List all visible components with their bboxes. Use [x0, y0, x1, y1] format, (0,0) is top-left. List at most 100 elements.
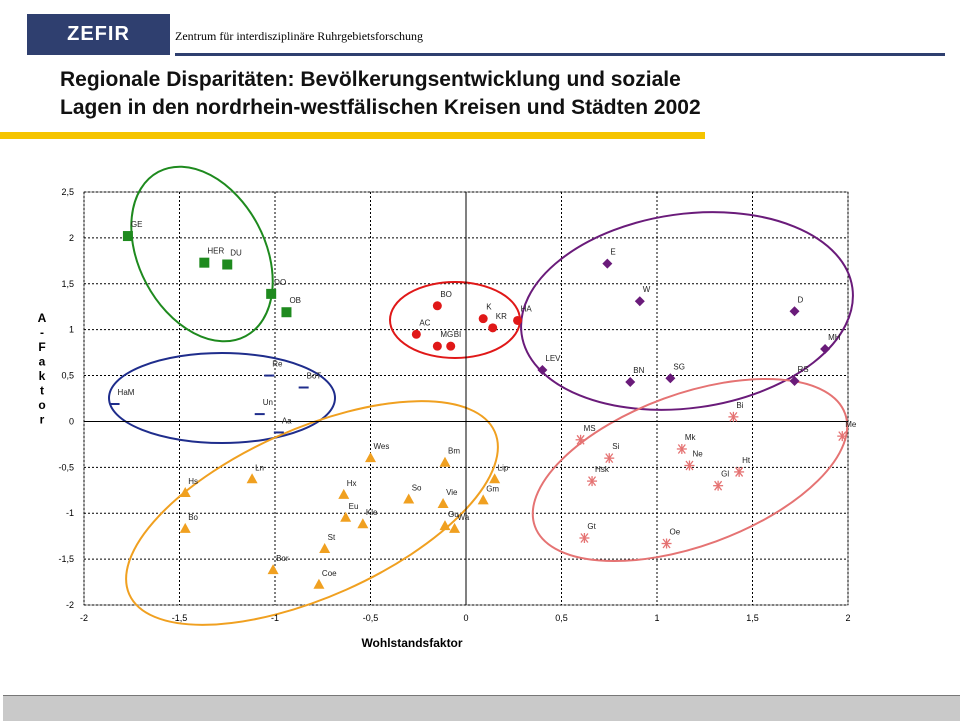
data-point-circle [478, 314, 488, 324]
data-point-triangle [179, 522, 191, 533]
data-point-circle [513, 315, 523, 325]
y-tick-label: -2 [66, 600, 74, 610]
data-point-circle [446, 341, 456, 351]
y-tick-label: 2,5 [61, 187, 74, 197]
data-point-label: K [486, 303, 492, 312]
data-point-label: Ln [255, 463, 264, 472]
x-tick-label: -1 [271, 613, 279, 623]
data-point-diamond [789, 306, 800, 317]
data-point-label: W [643, 285, 651, 294]
data-point-label: Ht [742, 456, 751, 465]
data-point-label: E [610, 248, 615, 257]
y-axis-label-char: o [38, 398, 45, 412]
footer-bar [3, 695, 960, 721]
data-point-triangle [489, 473, 501, 484]
data-point-triangle [338, 488, 350, 499]
organization-subtitle: Zentrum für interdisziplinäre Ruhrgebiet… [175, 29, 424, 43]
x-tick-label: 2 [845, 613, 850, 623]
data-point-square [266, 288, 277, 299]
data-point-label: St [328, 533, 336, 542]
cluster-ellipse-purple [520, 211, 854, 411]
data-point-label: BI [454, 330, 462, 339]
data-point-triangle [449, 522, 461, 533]
data-point-label: BN [633, 366, 644, 375]
data-point-diamond [665, 373, 676, 384]
data-point-label: Kle [366, 508, 378, 517]
scatter-chart: -2 -1,5 -1 -0,5 0 0,5 1 1,5 2-2-1,5-1-0,500,511,… [38, 165, 857, 650]
data-point-diamond [789, 376, 800, 387]
x-tick-label: -2 [80, 613, 88, 623]
data-point-label: DO [274, 278, 286, 287]
data-point-label: Hs [188, 477, 198, 486]
data-point-label: Gl [721, 470, 729, 479]
y-axis-label-char: r [40, 413, 45, 427]
data-point-label: MS [584, 424, 596, 433]
header-rule [175, 53, 945, 56]
y-tick-label: 0 [69, 416, 74, 426]
data-point-square [222, 259, 233, 270]
title-line-1: Regionale Disparitäten: Bevölkerungsentw… [60, 68, 681, 91]
y-tick-label: -0,5 [58, 462, 74, 472]
data-point-asterisk [604, 453, 615, 464]
data-point-asterisk [837, 431, 848, 442]
data-point-label: Wes [374, 442, 390, 451]
data-point-circle [432, 341, 442, 351]
cluster-ellipse-green [130, 165, 274, 343]
data-point-label: Gu [448, 510, 459, 519]
data-point-circle [411, 329, 421, 339]
x-tick-label: -0,5 [363, 613, 379, 623]
data-point-label: MH [828, 333, 841, 342]
data-point-square [281, 307, 292, 318]
data-point-label: SG [673, 362, 685, 371]
data-point-triangle [179, 487, 191, 498]
data-point-label: Bo [188, 513, 198, 522]
data-point-asterisk [734, 466, 745, 477]
data-point-label: Me [845, 420, 857, 429]
data-point-label: KR [496, 312, 507, 321]
data-point-diamond [537, 365, 548, 376]
data-point-label: Bor [276, 554, 289, 563]
data-point-triangle [357, 518, 369, 529]
data-point-asterisk [684, 460, 695, 471]
data-point-triangle [437, 498, 449, 509]
zefir-logo: ZEFIR [27, 14, 170, 55]
data-point-label: RS [798, 365, 809, 374]
data-point-triangle [365, 452, 376, 463]
data-point-square [199, 257, 210, 268]
data-point-triangle [439, 520, 451, 531]
y-tick-label: 0,5 [61, 371, 74, 381]
data-point-triangle [267, 564, 279, 575]
x-tick-label: -1,5 [172, 613, 188, 623]
data-point-label: Un [263, 398, 273, 407]
data-point-label: Hsk [595, 465, 610, 474]
data-point-label: AC [419, 318, 430, 327]
data-point-label: Aa [282, 416, 292, 425]
y-tick-label: -1 [66, 508, 74, 518]
data-point-label: D [798, 295, 804, 304]
data-point-label: Hx [347, 479, 357, 488]
y-axis-label-char: A [38, 311, 47, 325]
y-tick-label: -1,5 [58, 554, 74, 564]
data-point-triangle [313, 578, 325, 589]
data-point-label: Coe [322, 569, 337, 578]
data-point-triangle [439, 456, 451, 467]
data-point-label: Oe [670, 528, 681, 537]
data-point-label: So [412, 483, 422, 492]
data-point-label: DU [230, 249, 242, 258]
data-point-label: Wa [458, 513, 470, 522]
data-point-label: Bi [736, 401, 743, 410]
data-point-asterisk [587, 476, 598, 487]
data-point-label: Mk [685, 433, 697, 442]
data-point-label: Gm [486, 484, 499, 493]
y-tick-label: 1,5 [61, 279, 74, 289]
y-tick-label: 2 [69, 233, 74, 243]
data-point-label: HaM [118, 388, 135, 397]
data-point-diamond [820, 343, 831, 354]
x-axis-label: Wohlstandsfaktor [361, 636, 462, 650]
chart-axes: -2 -1,5 -1 -0,5 0 0,5 1 1,5 2 -2 -1,5 -1 -0,5 0 0,5 1 1,… [58, 187, 850, 623]
page-title: Regionale Disparitäten: Bevölkerungsentw… [60, 66, 940, 122]
data-point-label: Ne [692, 449, 703, 458]
data-point-asterisk [575, 434, 586, 445]
data-point-label: HA [521, 304, 533, 313]
data-point-label: Re [272, 360, 283, 369]
